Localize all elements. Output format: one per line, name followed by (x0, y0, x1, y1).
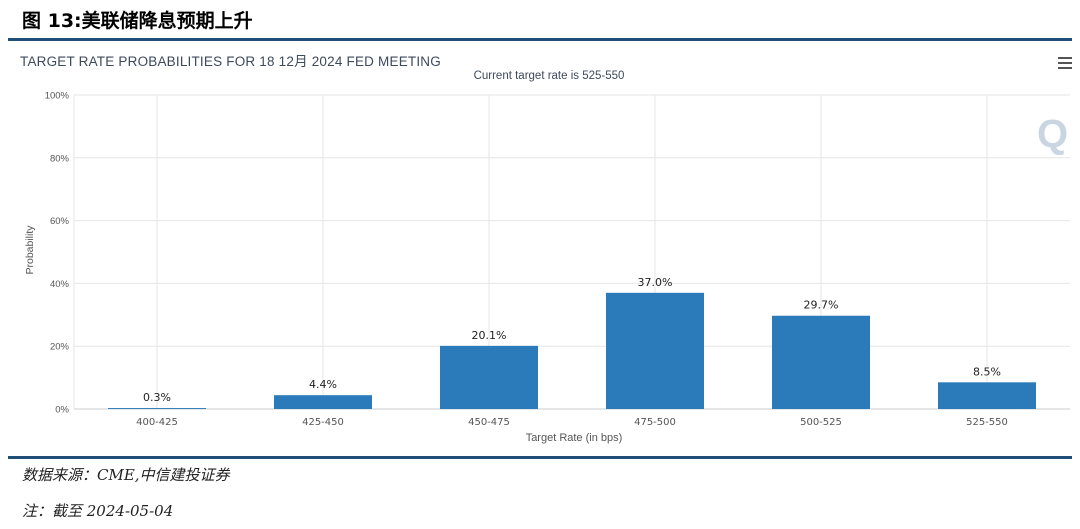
data-label: 0.3% (143, 391, 171, 404)
x-tick-label: 425-450 (302, 417, 344, 428)
bottom-divider (8, 456, 1072, 459)
x-tick-label: 450-475 (468, 417, 510, 428)
chart-title: TARGET RATE PROBABILITIES FOR 18 12月 202… (20, 54, 441, 69)
bar (440, 345, 538, 409)
y-axis-title: Probability (24, 225, 36, 275)
data-label: 37.0% (638, 276, 673, 289)
hamburger-menu-icon[interactable] (1058, 57, 1072, 69)
figure-title: 图 13:美联储降息预期上升 (22, 10, 253, 32)
x-tick-label: 475-500 (634, 417, 676, 428)
y-tick-label: 20% (50, 342, 70, 353)
y-tick-label: 80% (50, 153, 70, 164)
x-tick-label: 400-425 (136, 417, 178, 428)
watermark-logo: Q (1037, 112, 1068, 156)
y-tick-label: 0% (55, 405, 69, 416)
date-note: 注：截至 2024-05-04 (22, 502, 174, 520)
bar (606, 292, 704, 409)
data-label: 29.7% (804, 299, 839, 312)
bar-chart: Q 0% 20% 40% 60% 80% 100% 0.3% 400-425 4.4% 425-4… (24, 91, 1070, 444)
chart-subtitle: Current target rate is 525-550 (473, 70, 625, 82)
data-label: 8.5% (973, 365, 1001, 378)
source-note: 数据来源：CME,中信建投证券 (22, 466, 230, 484)
data-label: 4.4% (309, 378, 337, 391)
top-divider (8, 38, 1072, 41)
bar (938, 382, 1036, 409)
y-tick-label: 100% (45, 91, 70, 102)
x-tick-label: 525-550 (966, 417, 1008, 428)
bar (274, 395, 372, 409)
x-tick-label: 500-525 (800, 417, 842, 428)
x-axis-title: Target Rate (in bps) (526, 432, 623, 444)
data-label: 20.1% (472, 329, 507, 342)
y-tick-label: 60% (50, 216, 70, 227)
y-tick-label: 40% (50, 279, 70, 290)
watermark-letter: Q (1037, 112, 1068, 156)
bar (772, 315, 870, 409)
bar (108, 408, 206, 409)
